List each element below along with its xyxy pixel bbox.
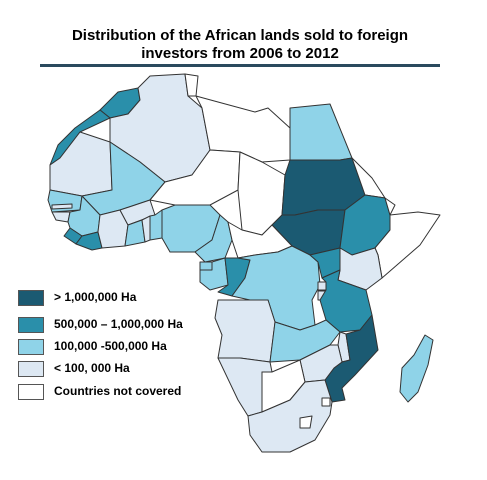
title-underline [40,64,440,67]
country-liberia [75,231,103,251]
legend-label-100k-500k: 100,000 -500,000 Ha [54,339,167,353]
country-rwanda [317,281,327,291]
country-madagascar [399,334,434,403]
country-south-africa [247,379,333,453]
country-guinea-bissau [51,211,71,223]
country-mauritania [49,131,113,197]
legend-label-over-1m: > 1,000,000 Ha [54,290,137,304]
country-swaziland [321,397,331,407]
country-egypt [289,103,353,161]
legend-label-under-100k: < 100, 000 Ha [54,361,130,375]
country-djibouti [384,197,396,216]
title-line-1: Distribution of the African lands sold t… [71,27,409,44]
country-tanzania [319,269,373,333]
legend-label-not-covered: Countries not covered [54,384,182,398]
legend-swatch-over-1m [18,290,44,306]
title-line-2: investors from 2006 to 2012 [141,45,339,62]
legend-swatch-not-covered [18,384,44,400]
legend-label-500k-1m: 500,000 – 1,000,000 Ha [54,317,183,331]
country-equatorial-guinea [199,261,213,271]
legend-swatch-100k-500k [18,339,44,355]
country-angola [214,299,276,363]
country-gambia [51,203,73,210]
map-title: Distribution of the African lands sold t… [40,27,440,63]
legend-swatch-under-100k [18,361,44,377]
legend-swatch-500k-1m [18,317,44,333]
country-lesotho [299,415,313,429]
